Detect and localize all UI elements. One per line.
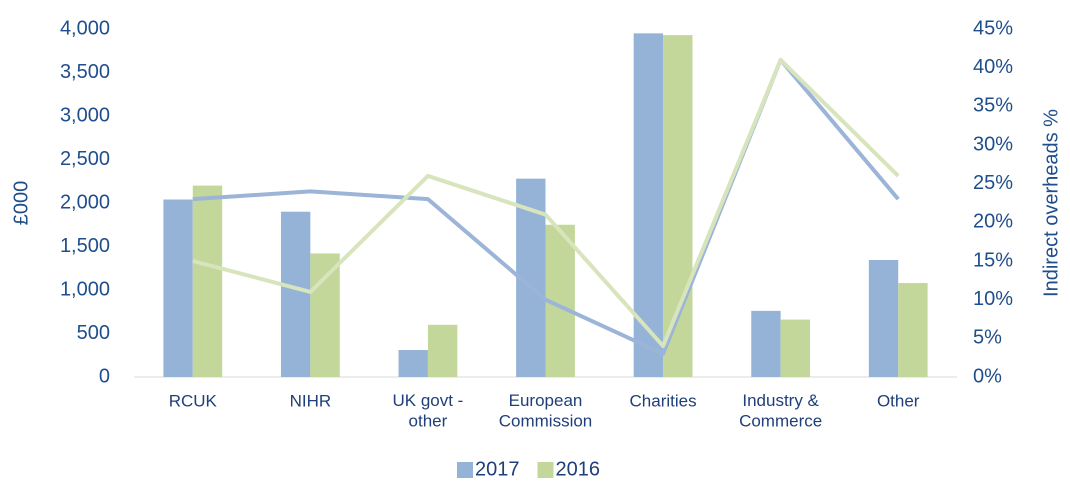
y-tick-label: 4,000: [60, 17, 110, 39]
y2-tick-label: 30%: [973, 133, 1013, 155]
y-tick-label: 1,000: [60, 278, 110, 300]
y2-tick-label: 45%: [973, 17, 1013, 39]
legend-label: 2016: [556, 458, 601, 480]
legend-label: 2017: [475, 458, 520, 480]
bar: [663, 35, 693, 378]
x-tick-label: UK govt -other: [392, 391, 463, 430]
x-tick-label: Charities: [630, 391, 697, 410]
y2-tick-label: 40%: [973, 56, 1013, 78]
y2-tick-label: 25%: [973, 172, 1013, 194]
y2-tick-label: 10%: [973, 288, 1013, 310]
x-tick-label: European Commission: [499, 391, 593, 430]
y-tick-label: 3,500: [60, 61, 110, 83]
y2-tick-label: 20%: [973, 211, 1013, 233]
line: [192, 57, 900, 349]
bar: [427, 324, 458, 377]
y2-tick-label: 5%: [973, 327, 1002, 349]
y-tick-label: 3,000: [60, 104, 110, 126]
y-axis-label: £000: [10, 181, 32, 226]
y2-tick-label: 15%: [973, 249, 1013, 271]
bar: [192, 185, 223, 377]
y2-tick-label: 35%: [973, 95, 1013, 117]
y-tick-label: 500: [77, 322, 110, 344]
y-tick-label: 0: [99, 365, 110, 387]
y-tick-label: 2,500: [60, 148, 110, 170]
x-tick-label: RCUK: [169, 391, 218, 410]
x-tick-label: Industry & Commerce: [739, 391, 822, 430]
bar: [898, 283, 928, 377]
bar: [163, 199, 193, 377]
bar: [751, 310, 781, 377]
bar: [280, 211, 311, 377]
y2-tick-label: 0%: [973, 365, 1002, 387]
legend-swatch: [537, 462, 554, 478]
bar: [633, 33, 664, 377]
bar: [868, 259, 899, 377]
x-tick-label: Other: [877, 391, 920, 410]
legend-swatch: [457, 462, 473, 478]
bar: [398, 350, 428, 377]
bar: [780, 319, 811, 377]
y2-axis-label: Indirect overheads %: [1040, 109, 1062, 297]
y-tick-label: 1,500: [60, 235, 110, 257]
x-tick-label: NIHR: [290, 391, 332, 410]
bar: [310, 253, 340, 377]
y-tick-label: 2,000: [60, 191, 110, 213]
